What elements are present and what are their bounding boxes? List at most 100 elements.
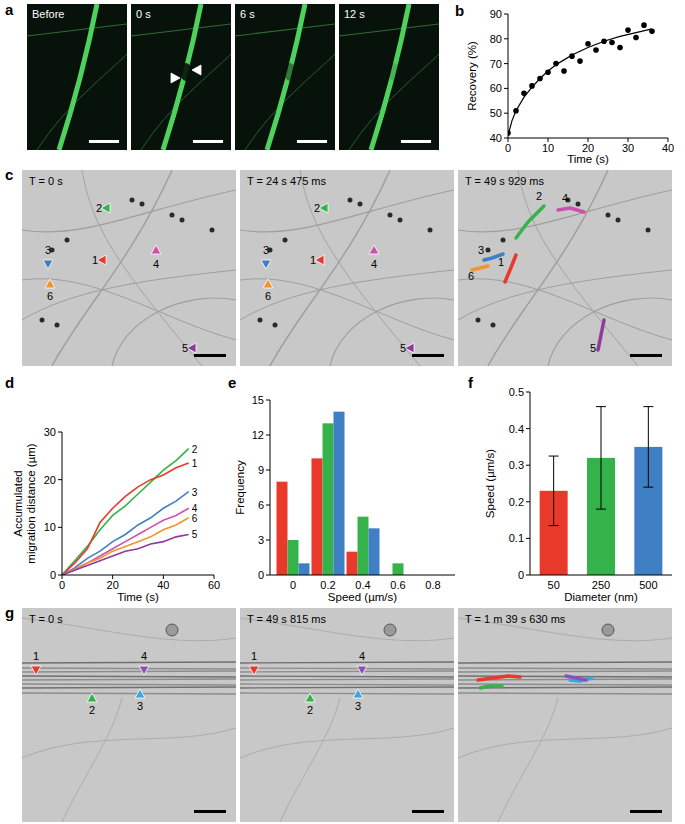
track (598, 320, 604, 350)
x-tick-label: 500 (639, 579, 657, 591)
bleach-spot (284, 63, 296, 81)
frame-label: 6 s (240, 8, 255, 20)
arrowhead (87, 693, 97, 702)
arrowhead (353, 689, 363, 698)
data-point (585, 41, 591, 47)
cell-debris (576, 202, 581, 207)
y-tick (266, 470, 270, 471)
y-tick (58, 432, 62, 433)
image-frame (27, 4, 127, 150)
bar (288, 540, 299, 575)
marker-label: 1 (33, 650, 39, 662)
image-bg (458, 170, 672, 366)
neurite (300, 170, 420, 366)
bar (393, 563, 404, 575)
y-tick-label: 15 (252, 394, 264, 406)
page: {"image_panels":[ {"panel":"a","frames":… (0, 0, 685, 824)
cell-debris (428, 228, 433, 233)
cell-debris (170, 213, 175, 218)
neurite (349, 54, 439, 150)
data-point (625, 27, 631, 33)
x-tick-label: 0.8 (425, 579, 440, 591)
y-tick (526, 465, 530, 466)
image-frame (458, 608, 672, 822)
arrowhead (319, 203, 328, 213)
bleach-spot (180, 63, 192, 81)
arrowhead (305, 693, 315, 702)
arrowhead (357, 666, 367, 675)
y-axis-label: Recovery (%) (466, 41, 478, 111)
data-line (62, 449, 189, 575)
neurite (22, 279, 236, 340)
scale-bar (412, 354, 444, 357)
cell-debris (273, 323, 278, 328)
marker-label: 3 (263, 244, 269, 256)
image-bg (240, 608, 454, 822)
frame-label: T = 0 s (29, 613, 63, 625)
image-bg (22, 608, 236, 822)
arrowhead (187, 343, 196, 353)
image-frame (339, 4, 439, 150)
marker-label: 3 (137, 700, 143, 712)
neurite-bundle (22, 684, 236, 685)
arrowhead (43, 260, 53, 269)
neurite-bundle (240, 662, 454, 663)
neurite-bundle (240, 668, 454, 669)
marker-label: 2 (314, 202, 320, 214)
marker-label: 2 (96, 202, 102, 214)
marker-label: 2 (89, 704, 95, 716)
data-point (617, 45, 623, 51)
x-tick-label: 0 (59, 579, 65, 591)
error-bar-cap (643, 406, 653, 407)
data-line (62, 492, 189, 575)
frame-label: Before (32, 8, 64, 20)
scale-bar (412, 810, 444, 813)
neurite-bundle (240, 671, 454, 672)
marker-label: 3 (355, 700, 361, 712)
marker-label: 2 (307, 704, 313, 716)
series-label: 5 (192, 529, 198, 540)
figure: aBefore0 s6 s12 scT = 0 s123456T = 24 s … (0, 0, 685, 824)
bar (277, 482, 288, 575)
y-tick-label: 80 (490, 33, 502, 45)
data-line (62, 518, 189, 575)
bar (299, 563, 310, 575)
frame-label: 0 s (136, 8, 151, 20)
neurite-bundle (22, 668, 236, 669)
neurite-bundle (458, 668, 672, 669)
x-axis-label: Time (s) (117, 591, 159, 603)
neurite (131, 24, 231, 36)
plot-area (508, 22, 655, 135)
series-label: 1 (192, 458, 198, 469)
y-tick (266, 400, 270, 401)
y-tick-label: 0.2 (509, 496, 524, 508)
cell-debris (55, 323, 60, 328)
bar (312, 458, 323, 575)
neurite (270, 170, 390, 366)
plot-area (540, 407, 663, 575)
neurite (62, 698, 122, 822)
neurite-bundle (22, 693, 236, 694)
data-point (641, 22, 647, 28)
y-tick-label: 3 (258, 534, 264, 546)
arrowhead (101, 203, 110, 213)
neurite-bundle (458, 662, 672, 663)
neurite (458, 728, 672, 758)
neurite-bundle (458, 693, 672, 694)
neurite (488, 170, 608, 366)
marker-label: 4 (371, 258, 377, 270)
arrowhead (151, 245, 161, 254)
marker-label: 1 (310, 254, 316, 266)
image-frame (240, 608, 454, 822)
neurite (458, 279, 672, 340)
cell-debris (130, 198, 135, 203)
y-tick-label: 90 (490, 8, 502, 20)
frame-label: 12 s (344, 8, 365, 20)
y-tick-label: 0 (518, 569, 524, 581)
image-bg (235, 4, 335, 150)
cell-debris (348, 198, 353, 203)
neurite (163, 4, 201, 150)
arrowhead (139, 666, 149, 675)
x-axis (62, 575, 214, 576)
track (478, 676, 520, 680)
